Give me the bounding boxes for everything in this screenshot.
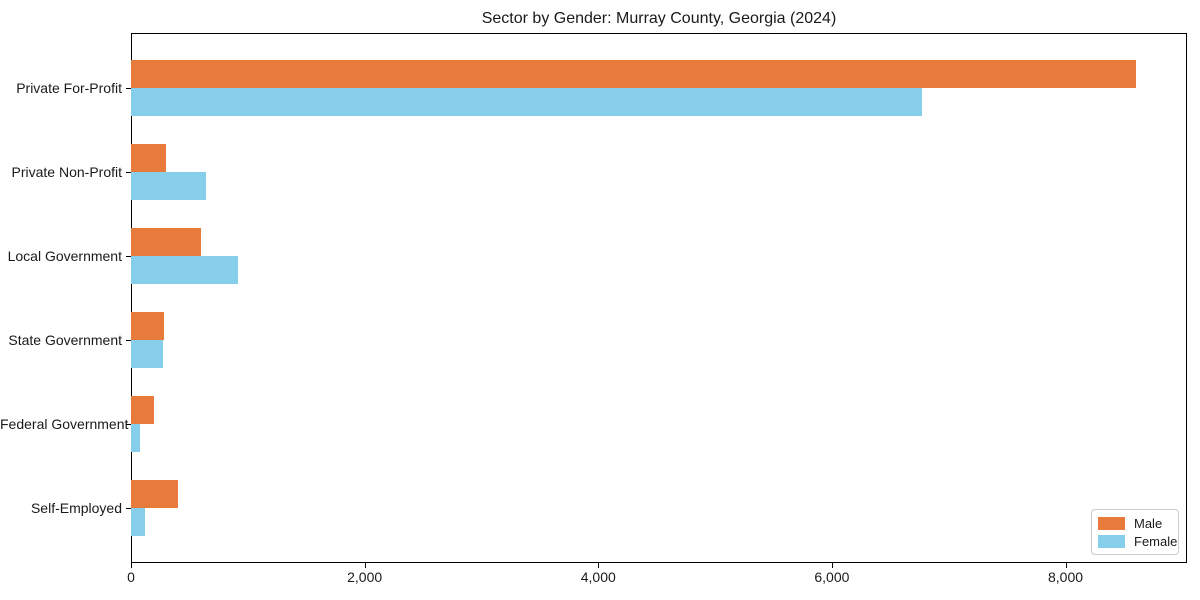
legend: Male Female (1091, 509, 1179, 555)
ytick-label-private-non-profit: Private Non-Profit (11, 164, 122, 180)
bar-male-self-employed (131, 480, 179, 508)
bar-male-state-government (131, 312, 164, 340)
xtick-mark-4000 (598, 563, 600, 568)
chart-title: Sector by Gender: Murray County, Georgia… (481, 10, 837, 27)
ytick-mark-federal-government (126, 424, 131, 425)
plot-area (131, 33, 1187, 563)
legend-row-female: Female (1098, 533, 1178, 549)
bar-male-federal-government (131, 396, 155, 424)
bar-female-private-non-profit (131, 172, 206, 200)
xtick-mark-8000 (1065, 563, 1067, 568)
xtick-mark-2000 (364, 563, 366, 568)
ytick-mark-self-employed (126, 508, 131, 509)
xtick-mark-0 (131, 563, 132, 568)
xtick-mark-6000 (831, 563, 833, 568)
ytick-label-state-government: State Government (8, 332, 122, 348)
bar-female-local-government (131, 256, 239, 284)
bar-male-local-government (131, 228, 202, 256)
male-swatch-icon (1098, 516, 1125, 530)
ytick-label-local-government: Local Government (7, 248, 122, 264)
bar-female-private-for-profit (131, 88, 922, 116)
ytick-mark-state-government (126, 340, 131, 341)
ytick-mark-local-government (126, 256, 131, 257)
xtick-label-0: 0 (127, 569, 135, 585)
legend-label-female: Female (1134, 533, 1178, 549)
bar-male-private-non-profit (131, 144, 167, 172)
bar-female-self-employed (131, 508, 146, 536)
legend-row-male: Male (1098, 515, 1178, 531)
xtick-label-4000: 4,000 (580, 569, 616, 585)
ytick-mark-private-non-profit (126, 172, 131, 173)
ytick-label-private-for-profit: Private For-Profit (16, 80, 122, 96)
ytick-label-federal-government: Federal Government (0, 416, 129, 432)
xtick-label-6000: 6,000 (814, 569, 850, 585)
bar-female-federal-government (131, 424, 140, 452)
ytick-label-self-employed: Self-Employed (30, 500, 122, 516)
female-swatch-icon (1098, 534, 1125, 548)
ytick-mark-private-for-profit (126, 88, 131, 89)
xtick-label-8000: 8,000 (1047, 569, 1084, 585)
xtick-label-2000: 2,000 (347, 569, 383, 585)
bar-female-state-government (131, 340, 163, 368)
legend-label-male: Male (1134, 515, 1163, 531)
bar-male-private-for-profit (131, 60, 1136, 88)
